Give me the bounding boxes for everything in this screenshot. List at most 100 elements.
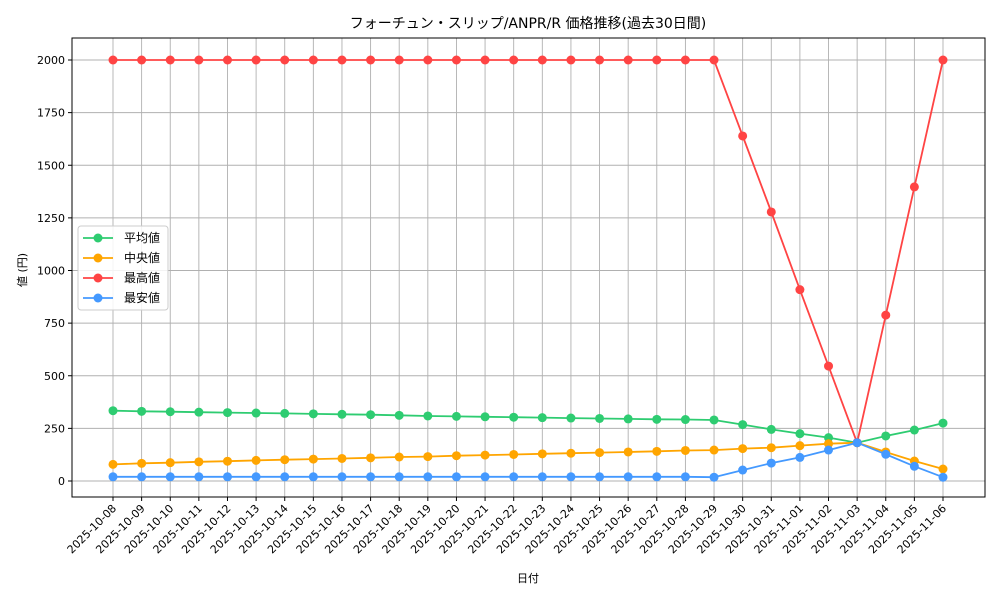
data-point xyxy=(652,446,662,456)
data-point xyxy=(509,472,519,482)
chart-title: フォーチュン・スリップ/ANPR/R 価格推移(過去30日間) xyxy=(350,16,707,32)
data-series xyxy=(108,55,948,482)
data-point xyxy=(222,472,232,482)
data-point xyxy=(595,413,605,423)
data-point xyxy=(308,454,318,464)
legend-marker-icon xyxy=(93,253,103,263)
data-point xyxy=(623,472,633,482)
data-point xyxy=(824,439,834,449)
data-point xyxy=(881,310,891,320)
data-point xyxy=(852,438,862,448)
data-point xyxy=(251,55,261,65)
data-point xyxy=(194,472,204,482)
data-point xyxy=(108,472,118,482)
data-point xyxy=(795,441,805,451)
data-point xyxy=(251,472,261,482)
data-point xyxy=(938,55,948,65)
data-point xyxy=(881,431,891,441)
data-point xyxy=(709,415,719,425)
data-point xyxy=(394,55,404,65)
data-point xyxy=(824,361,834,371)
data-point xyxy=(680,445,690,455)
plot-frame xyxy=(71,37,986,498)
data-point xyxy=(709,55,719,65)
data-point xyxy=(738,444,748,454)
data-point xyxy=(652,472,662,482)
y-tick-label: 750 xyxy=(44,317,65,330)
data-point xyxy=(137,458,147,468)
data-point xyxy=(709,472,719,482)
data-point xyxy=(337,55,347,65)
data-point xyxy=(194,407,204,417)
data-point xyxy=(222,55,232,65)
grid-lines xyxy=(72,38,985,497)
series-line xyxy=(108,438,948,474)
legend-item: 中央値 xyxy=(83,250,160,265)
y-axis-ticks: 0 250 500 750 1000 1250 1500 1750 2000 xyxy=(37,54,72,488)
legend-item: 最安値 xyxy=(83,290,160,305)
data-point xyxy=(909,425,919,435)
legend-box xyxy=(77,225,169,311)
data-point xyxy=(366,453,376,463)
data-point xyxy=(795,429,805,439)
data-point xyxy=(595,55,605,65)
data-point xyxy=(308,55,318,65)
legend-label: 最高値 xyxy=(124,270,160,285)
series-line xyxy=(108,406,948,448)
data-point xyxy=(194,457,204,467)
data-point xyxy=(652,55,662,65)
data-point xyxy=(222,456,232,466)
data-point xyxy=(766,458,776,468)
y-tick-label: 2000 xyxy=(37,54,65,67)
data-point xyxy=(280,472,290,482)
data-point xyxy=(509,449,519,459)
data-point xyxy=(280,408,290,418)
series-line xyxy=(108,55,948,448)
data-point xyxy=(423,472,433,482)
data-point xyxy=(480,55,490,65)
y-tick-label: 1000 xyxy=(37,265,65,278)
legend-marker-icon xyxy=(93,273,103,283)
data-point xyxy=(795,285,805,295)
data-point xyxy=(394,410,404,420)
data-point xyxy=(394,472,404,482)
data-point xyxy=(108,55,118,65)
data-point xyxy=(566,413,576,423)
data-point xyxy=(938,472,948,482)
data-point xyxy=(108,406,118,416)
data-point xyxy=(623,55,633,65)
data-point xyxy=(366,55,376,65)
data-point xyxy=(366,410,376,420)
data-point xyxy=(394,452,404,462)
x-axis-ticks: 2025-10-082025-10-092025-10-102025-10-11… xyxy=(65,497,949,556)
legend-item: 最高値 xyxy=(83,270,160,285)
data-point xyxy=(308,472,318,482)
x-axis-label: 日付 xyxy=(517,572,539,585)
data-point xyxy=(423,55,433,65)
legend-marker-icon xyxy=(93,233,103,243)
data-point xyxy=(222,408,232,418)
data-point xyxy=(451,411,461,421)
data-point xyxy=(738,131,748,141)
data-point xyxy=(623,447,633,457)
data-point xyxy=(251,408,261,418)
y-axis-label: 値 (円) xyxy=(16,253,29,287)
y-tick-label: 0 xyxy=(58,475,65,488)
legend-label: 最安値 xyxy=(124,290,160,305)
data-point xyxy=(680,472,690,482)
data-point xyxy=(938,464,948,474)
data-point xyxy=(137,55,147,65)
data-point xyxy=(480,472,490,482)
data-point xyxy=(280,455,290,465)
data-point xyxy=(480,450,490,460)
data-point xyxy=(909,461,919,471)
data-point xyxy=(766,207,776,217)
data-point xyxy=(509,412,519,422)
legend-item: 平均値 xyxy=(83,230,160,245)
data-point xyxy=(680,55,690,65)
legend-label: 中央値 xyxy=(124,250,160,265)
data-point xyxy=(337,409,347,419)
data-point xyxy=(280,55,290,65)
data-point xyxy=(824,445,834,455)
data-point xyxy=(537,449,547,459)
